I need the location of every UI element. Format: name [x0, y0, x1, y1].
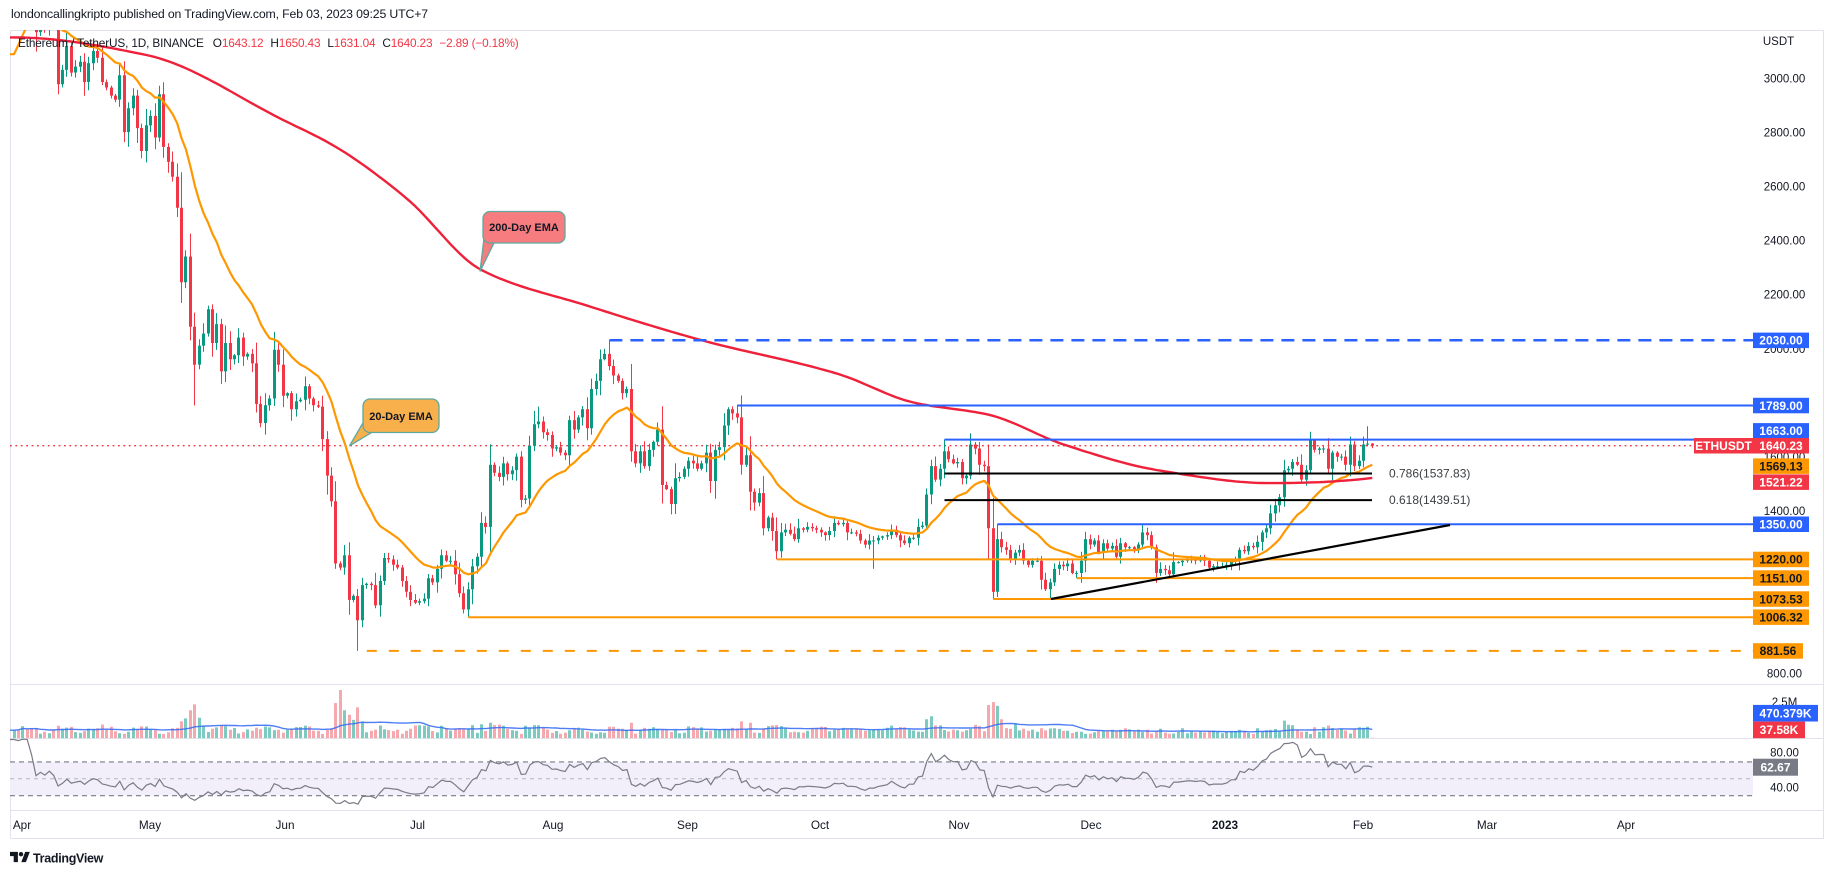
svg-text:1569.13: 1569.13 [1759, 459, 1803, 473]
svg-text:1220.00: 1220.00 [1759, 553, 1803, 567]
svg-text:Apr: Apr [1617, 818, 1635, 832]
svg-text:1640.23: 1640.23 [1759, 439, 1803, 453]
svg-text:1073.53: 1073.53 [1759, 592, 1803, 606]
svg-text:May: May [139, 818, 161, 832]
svg-text:200-Day EMA: 200-Day EMA [489, 222, 559, 234]
svg-text:Feb: Feb [1353, 818, 1374, 832]
svg-text:2200.00: 2200.00 [1764, 290, 1806, 302]
svg-text:2030.00: 2030.00 [1759, 334, 1803, 348]
svg-text:800.00: 800.00 [1767, 668, 1802, 680]
svg-text:Dec: Dec [1081, 818, 1102, 832]
svg-text:40.00: 40.00 [1770, 783, 1799, 795]
svg-text:1350.00: 1350.00 [1759, 518, 1803, 532]
svg-text:1006.32: 1006.32 [1759, 611, 1803, 625]
svg-text:881.56: 881.56 [1760, 644, 1797, 658]
svg-text:Apr: Apr [13, 818, 31, 832]
svg-text:0.618(1439.51): 0.618(1439.51) [1389, 493, 1470, 507]
svg-text:1400.00: 1400.00 [1764, 506, 1806, 518]
svg-text:62.67: 62.67 [1760, 761, 1790, 775]
svg-text:Oct: Oct [811, 818, 830, 832]
svg-text:Mar: Mar [1477, 818, 1497, 832]
svg-text:1521.22: 1521.22 [1759, 475, 1803, 489]
svg-text:2800.00: 2800.00 [1764, 127, 1806, 139]
svg-text:ETHUSDT: ETHUSDT [1695, 439, 1752, 453]
svg-text:470.379K: 470.379K [1759, 707, 1811, 721]
svg-text:Sep: Sep [677, 818, 698, 832]
svg-text:2400.00: 2400.00 [1764, 236, 1806, 248]
svg-text:37.58K: 37.58K [1760, 723, 1799, 737]
svg-text:Aug: Aug [543, 818, 564, 832]
svg-text:Jul: Jul [410, 818, 425, 832]
svg-text:Nov: Nov [949, 818, 970, 832]
svg-text:20-Day EMA: 20-Day EMA [369, 411, 433, 423]
svg-text:3000.00: 3000.00 [1764, 73, 1806, 85]
svg-text:80.00: 80.00 [1770, 747, 1799, 759]
svg-text:1789.00: 1789.00 [1759, 399, 1803, 413]
svg-text:2600.00: 2600.00 [1764, 182, 1806, 194]
svg-text:2023: 2023 [1212, 818, 1239, 832]
svg-text:1151.00: 1151.00 [1760, 571, 1803, 585]
svg-text:TradingView: TradingView [33, 851, 104, 865]
svg-text:1663.00: 1663.00 [1759, 424, 1803, 438]
svg-text:0.786(1537.83): 0.786(1537.83) [1389, 467, 1470, 481]
svg-text:USDT: USDT [1763, 36, 1794, 48]
svg-text:Jun: Jun [275, 818, 294, 832]
